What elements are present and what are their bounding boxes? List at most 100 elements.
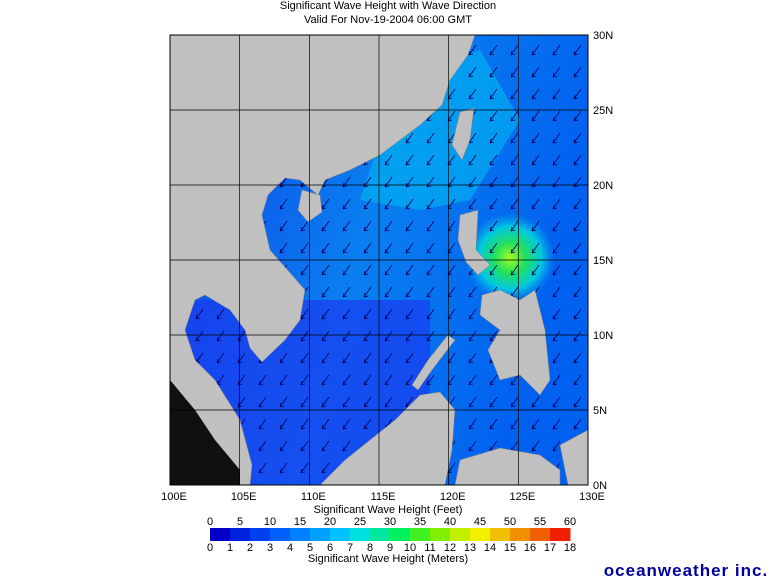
wave-arrow (573, 308, 582, 320)
wave-arrow (321, 352, 330, 364)
wave-arrow (363, 396, 372, 408)
colorbar-cell (390, 528, 411, 541)
colorbar-cell (550, 528, 571, 541)
wave-arrow (510, 44, 519, 56)
wave-arrow (258, 440, 267, 452)
lat-label: 30N (593, 30, 613, 42)
wave-arrow (300, 220, 309, 232)
meters-tick-label: 6 (327, 542, 333, 554)
map-frame (169, 34, 589, 486)
wave-arrow (405, 330, 414, 342)
wave-arrow (384, 396, 393, 408)
wave-arrow (300, 396, 309, 408)
wave-arrow (489, 330, 498, 342)
wave-arrow (531, 264, 540, 276)
wave-arrow (468, 66, 477, 78)
wave-arrow (300, 352, 309, 364)
colorbar-cell (290, 528, 311, 541)
wave-arrow (405, 286, 414, 298)
wave-arrow (489, 88, 498, 100)
meters-tick-label: 14 (484, 542, 496, 554)
wave-arrow (258, 396, 267, 408)
wave-arrow (300, 440, 309, 452)
wave-arrow (573, 132, 582, 144)
meters-tick-label: 4 (287, 542, 293, 554)
wave-arrow (552, 286, 561, 298)
lon-label: 120E (440, 491, 466, 503)
wave-arrow (489, 66, 498, 78)
wave-arrow (321, 418, 330, 430)
wave-arrow (300, 374, 309, 386)
wave-arrow (489, 132, 498, 144)
wave-arrow (300, 418, 309, 430)
feet-tick-label: 35 (414, 516, 426, 528)
wave-arrow (531, 220, 540, 232)
sumatra (170, 380, 240, 485)
wave-arrow (405, 242, 414, 254)
wave-arrow (426, 374, 435, 386)
wave-arrow (300, 308, 309, 320)
feet-tick-label: 30 (384, 516, 396, 528)
wave-arrow (405, 308, 414, 320)
wave-arrow (279, 396, 288, 408)
lat-label: 15N (593, 255, 613, 267)
logo: oceanweather inc. (604, 561, 768, 580)
feet-tick-label: 25 (354, 516, 366, 528)
wave-arrow (468, 44, 477, 56)
wave-arrow (279, 352, 288, 364)
meters-tick-label: 15 (504, 542, 516, 554)
wave-arrow (573, 44, 582, 56)
lat-label: 25N (593, 105, 613, 117)
colorbar-cell (210, 528, 231, 541)
colorbar-cell (230, 528, 251, 541)
wave-arrow (489, 154, 498, 166)
wave-arrow (552, 132, 561, 144)
wave-arrow (573, 330, 582, 342)
wave-arrow (531, 396, 540, 408)
wave-arrow (468, 418, 477, 430)
wave-arrow (468, 330, 477, 342)
wave-arrow (468, 286, 477, 298)
wave-arrow (531, 44, 540, 56)
wave-arrow (300, 462, 309, 474)
meters-tick-label: 1 (227, 542, 233, 554)
meters-tick-label: 8 (367, 542, 373, 554)
feet-tick-label: 45 (474, 516, 486, 528)
feet-tick-label: 50 (504, 516, 516, 528)
wave-arrow (531, 132, 540, 144)
lon-label: 100E (161, 491, 187, 503)
colorbar-cell (270, 528, 291, 541)
wave-arrow (342, 396, 351, 408)
wave-arrow (363, 418, 372, 430)
wave-arrow (426, 198, 435, 210)
wave-arrow (573, 418, 582, 430)
wave-arrow (573, 110, 582, 122)
wave-arrow (300, 242, 309, 254)
wave-arrow (321, 462, 330, 474)
colorbar-cell (450, 528, 471, 541)
wave-arrow (489, 242, 498, 254)
wave-arrow (279, 220, 288, 232)
wave-arrow (573, 198, 582, 210)
wave-arrow (552, 154, 561, 166)
wave-arrow (489, 110, 498, 122)
wave-arrow (363, 198, 372, 210)
lon-label: 125E (509, 491, 535, 503)
wave-arrow (342, 374, 351, 386)
wave-arrow (552, 44, 561, 56)
wave-arrow (552, 110, 561, 122)
wave-arrow (552, 242, 561, 254)
colorbar-cell (470, 528, 491, 541)
wave-arrow (342, 330, 351, 342)
wave-arrow (573, 264, 582, 276)
wave-arrow (510, 132, 519, 144)
meters-tick-label: 9 (387, 542, 393, 554)
feet-tick-label: 40 (444, 516, 456, 528)
wave-arrow (531, 440, 540, 452)
wave-arrow (489, 396, 498, 408)
wave-arrow (468, 352, 477, 364)
wave-arrow (510, 242, 519, 254)
wave-arrow (426, 308, 435, 320)
wave-arrow (552, 66, 561, 78)
wave-arrow (573, 396, 582, 408)
